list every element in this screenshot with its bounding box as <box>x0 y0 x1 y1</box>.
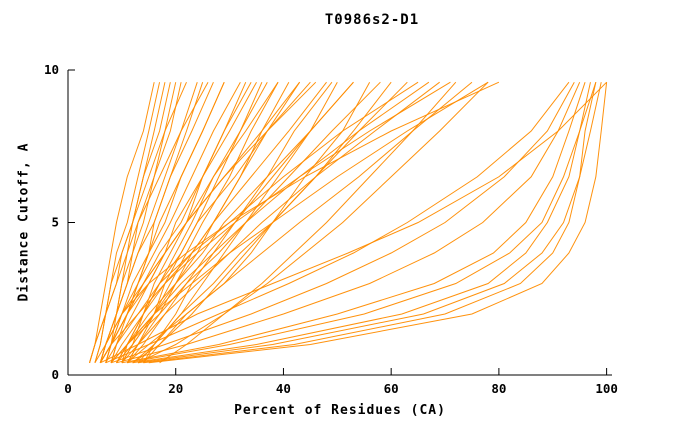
model-curve <box>99 81 300 364</box>
model-curve <box>99 81 225 363</box>
model-curve <box>105 81 570 364</box>
x-tick-label: 40 <box>276 381 291 396</box>
y-axis-label: Distance Cutoff, A <box>16 142 32 302</box>
model-curve <box>100 81 607 364</box>
model-curve <box>132 81 408 364</box>
model-curve <box>159 81 457 364</box>
model-curve <box>110 81 575 364</box>
model-curve <box>137 81 489 364</box>
model-curve <box>137 81 338 364</box>
model-curve <box>132 81 371 364</box>
x-tick-label: 0 <box>64 381 72 396</box>
x-axis-label: Percent of Residues (CA) <box>234 403 446 418</box>
model-curve <box>126 81 354 364</box>
model-curve <box>116 81 290 364</box>
model-curve <box>143 81 392 364</box>
x-tick-label: 100 <box>595 381 618 396</box>
model-curve <box>105 82 177 363</box>
x-tick-label: 20 <box>168 381 183 396</box>
y-tick-label: 5 <box>51 215 59 230</box>
y-tick-label: 10 <box>44 62 59 77</box>
model-curve <box>89 81 209 363</box>
model-curve <box>121 82 586 364</box>
y-tick-label: 0 <box>51 367 59 382</box>
x-tick-label: 60 <box>384 381 399 396</box>
model-curve <box>110 82 204 363</box>
chart-title: T0986s2-D1 <box>324 12 420 28</box>
model-curve <box>110 81 381 364</box>
model-curve <box>89 82 155 363</box>
model-curve <box>105 81 241 363</box>
model-curve <box>126 81 301 364</box>
model-curve <box>116 81 581 364</box>
model-curve <box>116 81 354 364</box>
model-curve <box>132 82 591 364</box>
model-curve <box>137 82 597 364</box>
model-curve <box>99 81 279 364</box>
x-tick-label: 80 <box>491 381 506 396</box>
model-curve <box>116 81 263 364</box>
model-curve <box>143 82 602 364</box>
model-curve <box>121 81 247 364</box>
model-curve <box>148 82 608 364</box>
model-curve <box>110 81 451 363</box>
model-curve <box>142 81 333 364</box>
model-curve <box>127 82 597 364</box>
model-curve <box>99 81 214 363</box>
